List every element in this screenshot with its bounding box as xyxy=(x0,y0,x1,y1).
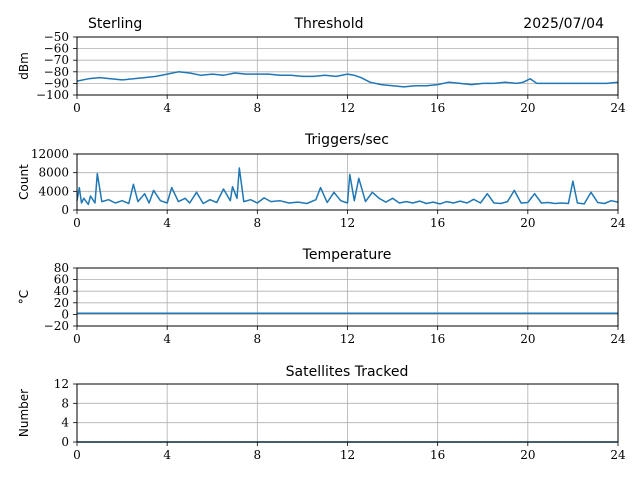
x-tick-label: 8 xyxy=(254,101,262,115)
x-tick-label: 12 xyxy=(340,332,355,346)
y-tick-label: 0 xyxy=(61,307,69,321)
header-date: 2025/07/04 xyxy=(523,16,604,32)
x-tick-label: 4 xyxy=(163,448,171,462)
x-tick-label: 20 xyxy=(520,332,535,346)
x-tick-label: 12 xyxy=(340,216,355,230)
y-tick-label: 0 xyxy=(61,203,69,217)
station-name: Sterling xyxy=(88,16,142,32)
chart-title: Triggers/sec xyxy=(304,132,389,148)
y-tick-label: −80 xyxy=(44,65,69,79)
y-tick-label: 12000 xyxy=(31,147,69,161)
y-tick-label: 0 xyxy=(61,435,69,449)
y-axis-label: Number xyxy=(17,389,31,437)
x-tick-label: 16 xyxy=(430,216,445,230)
x-tick-label: 24 xyxy=(610,448,626,462)
x-tick-label: 24 xyxy=(610,216,626,230)
chart-panel: 0 4 8 12 16 20 24 −100−90−80−70−60−50 Threshold d… xyxy=(17,16,626,115)
x-tick-label: 0 xyxy=(73,332,81,346)
y-tick-label: 4000 xyxy=(38,184,69,198)
x-tick-label: 12 xyxy=(340,101,355,115)
x-tick-label: 8 xyxy=(254,216,262,230)
series-line xyxy=(76,167,619,206)
y-tick-label: 20 xyxy=(54,296,69,310)
y-tick-label: 8 xyxy=(61,396,69,410)
y-axis-label: dBm xyxy=(17,52,31,80)
y-tick-label: −50 xyxy=(44,30,69,44)
chart-panel: 0 4 8 12 16 20 24 0 4000 8000 12000 Triggers/sec Cou… xyxy=(17,132,626,230)
y-axis-label: Count xyxy=(17,164,31,200)
y-tick-label: 80 xyxy=(54,261,69,275)
x-tick-label: 20 xyxy=(520,448,535,462)
y-tick-label: −100 xyxy=(36,88,69,102)
x-tick-label: 16 xyxy=(430,101,445,115)
x-tick-label: 12 xyxy=(340,448,355,462)
y-tick-label: −90 xyxy=(44,76,69,90)
y-tick-label: 60 xyxy=(54,273,69,287)
x-tick-label: 16 xyxy=(430,332,445,346)
y-tick-label: 12 xyxy=(54,377,69,391)
y-axis-label: °C xyxy=(17,290,31,304)
x-tick-label: 16 xyxy=(430,448,445,462)
series-line xyxy=(76,71,619,88)
y-tick-label: 4 xyxy=(61,416,69,430)
x-tick-label: 20 xyxy=(520,216,535,230)
y-tick-label: 40 xyxy=(54,284,69,298)
x-tick-label: 4 xyxy=(163,101,171,115)
y-tick-label: −20 xyxy=(44,319,69,333)
y-tick-label: −70 xyxy=(44,53,69,67)
x-tick-label: 24 xyxy=(610,101,626,115)
x-tick-label: 24 xyxy=(610,332,626,346)
y-tick-label: −60 xyxy=(44,42,69,56)
chart-panels: 0 4 8 12 16 20 24 −100−90−80−70−60−50 Threshold d… xyxy=(17,16,626,462)
x-tick-label: 0 xyxy=(73,101,81,115)
x-tick-label: 0 xyxy=(73,216,81,230)
x-tick-label: 20 xyxy=(520,101,535,115)
x-tick-label: 4 xyxy=(163,216,171,230)
chart-title: Temperature xyxy=(302,247,392,263)
y-tick-label: 8000 xyxy=(38,166,69,180)
chart-title: Satellites Tracked xyxy=(286,364,409,380)
x-tick-label: 0 xyxy=(73,448,81,462)
chart-title: Threshold xyxy=(294,16,364,32)
x-tick-label: 4 xyxy=(163,332,171,346)
chart-panel: 0 4 8 12 16 20 24 0 4 8 12 Satellites Tracked Number xyxy=(17,364,626,462)
x-tick-label: 8 xyxy=(254,448,262,462)
x-tick-label: 8 xyxy=(254,332,262,346)
